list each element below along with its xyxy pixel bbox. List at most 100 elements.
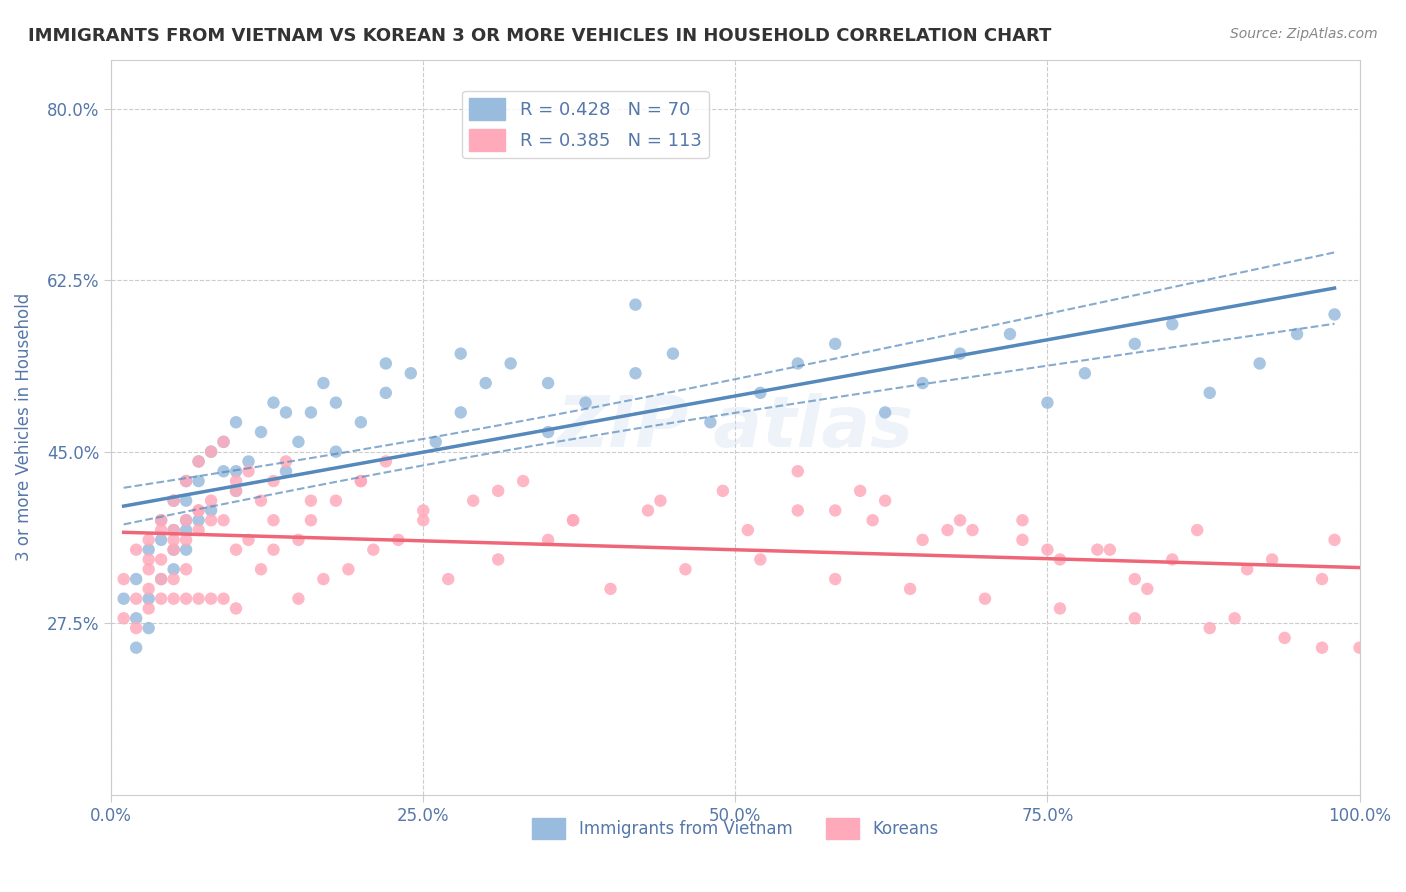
- Point: [162, 572, 184, 586]
- Point: [737, 523, 759, 537]
- Point: [325, 444, 347, 458]
- Point: [187, 513, 209, 527]
- Point: [138, 601, 160, 615]
- Point: [662, 346, 685, 360]
- Point: [998, 326, 1021, 341]
- Point: [212, 434, 235, 449]
- Point: [1036, 395, 1059, 409]
- Point: [537, 533, 560, 547]
- Point: [138, 591, 160, 606]
- Point: [1011, 513, 1033, 527]
- Point: [499, 356, 522, 370]
- Text: IMMIGRANTS FROM VIETNAM VS KOREAN 3 OR MORE VEHICLES IN HOUSEHOLD CORRELATION CH: IMMIGRANTS FROM VIETNAM VS KOREAN 3 OR M…: [28, 27, 1052, 45]
- Point: [1274, 631, 1296, 645]
- Point: [1249, 356, 1271, 370]
- Point: [1310, 572, 1333, 586]
- Point: [187, 503, 209, 517]
- Point: [1198, 621, 1220, 635]
- Point: [599, 582, 621, 596]
- Point: [112, 611, 135, 625]
- Point: [486, 552, 509, 566]
- Point: [824, 572, 846, 586]
- Point: [263, 395, 285, 409]
- Point: [212, 434, 235, 449]
- Point: [1136, 582, 1159, 596]
- Point: [250, 493, 273, 508]
- Point: [274, 454, 297, 468]
- Point: [125, 640, 148, 655]
- Point: [350, 415, 373, 429]
- Point: [1049, 601, 1071, 615]
- Point: [187, 474, 209, 488]
- Point: [374, 385, 396, 400]
- Point: [162, 493, 184, 508]
- Point: [174, 523, 197, 537]
- Point: [299, 493, 322, 508]
- Point: [1161, 552, 1184, 566]
- Point: [200, 493, 222, 508]
- Point: [562, 513, 585, 527]
- Point: [150, 533, 173, 547]
- Point: [562, 513, 585, 527]
- Point: [200, 591, 222, 606]
- Point: [1098, 542, 1121, 557]
- Point: [138, 542, 160, 557]
- Point: [1223, 611, 1246, 625]
- Point: [399, 366, 422, 380]
- Point: [624, 366, 647, 380]
- Point: [174, 533, 197, 547]
- Point: [112, 591, 135, 606]
- Point: [174, 493, 197, 508]
- Point: [1036, 542, 1059, 557]
- Point: [1198, 385, 1220, 400]
- Point: [673, 562, 696, 576]
- Point: [150, 513, 173, 527]
- Point: [138, 621, 160, 635]
- Point: [150, 552, 173, 566]
- Point: [1286, 326, 1309, 341]
- Point: [1187, 523, 1209, 537]
- Point: [537, 376, 560, 390]
- Point: [150, 513, 173, 527]
- Point: [1123, 572, 1146, 586]
- Point: [949, 346, 972, 360]
- Point: [200, 513, 222, 527]
- Point: [637, 503, 659, 517]
- Point: [1323, 308, 1346, 322]
- Point: [150, 572, 173, 586]
- Point: [174, 513, 197, 527]
- Point: [162, 562, 184, 576]
- Point: [824, 503, 846, 517]
- Point: [238, 533, 260, 547]
- Point: [1123, 611, 1146, 625]
- Point: [125, 611, 148, 625]
- Point: [911, 533, 934, 547]
- Point: [200, 503, 222, 517]
- Point: [138, 552, 160, 566]
- Point: [225, 483, 247, 498]
- Point: [387, 533, 409, 547]
- Point: [849, 483, 872, 498]
- Point: [1123, 336, 1146, 351]
- Point: [325, 493, 347, 508]
- Point: [150, 572, 173, 586]
- Point: [174, 591, 197, 606]
- Point: [1074, 366, 1097, 380]
- Point: [287, 434, 309, 449]
- Point: [125, 572, 148, 586]
- Point: [187, 523, 209, 537]
- Point: [162, 591, 184, 606]
- Point: [350, 474, 373, 488]
- Point: [162, 493, 184, 508]
- Point: [337, 562, 360, 576]
- Point: [162, 542, 184, 557]
- Point: [962, 523, 984, 537]
- Point: [1348, 640, 1371, 655]
- Point: [325, 395, 347, 409]
- Point: [374, 454, 396, 468]
- Point: [711, 483, 734, 498]
- Point: [911, 376, 934, 390]
- Point: [450, 405, 472, 419]
- Point: [162, 523, 184, 537]
- Point: [287, 533, 309, 547]
